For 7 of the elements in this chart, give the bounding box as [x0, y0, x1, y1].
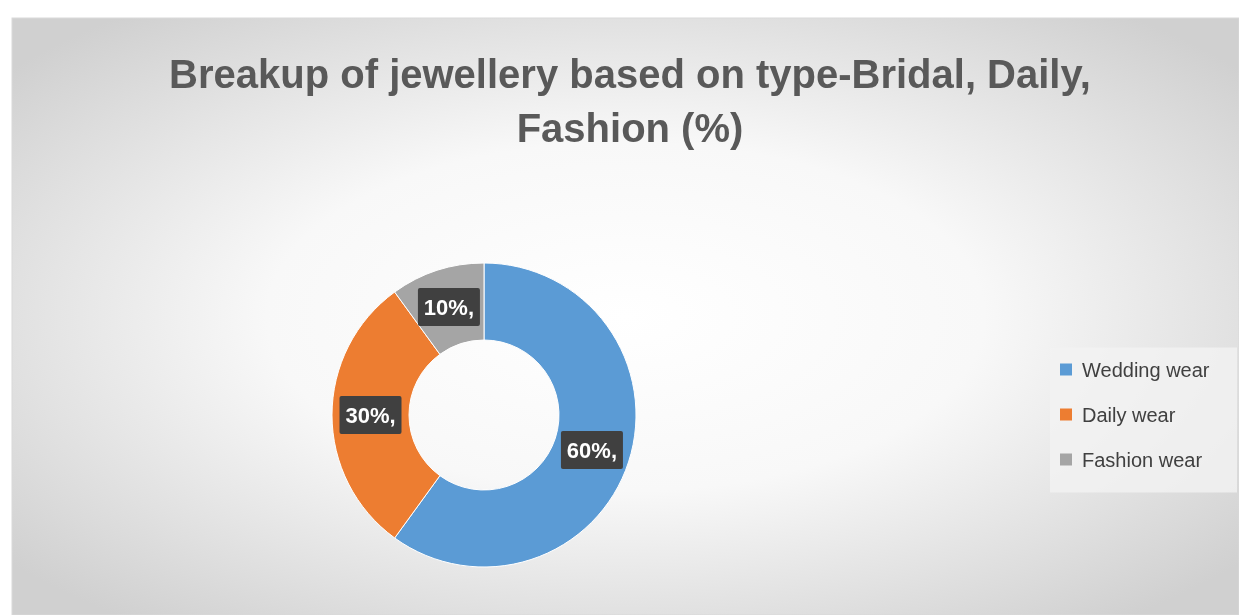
- legend-label: Daily wear: [1082, 403, 1176, 426]
- legend-label: Fashion wear: [1082, 448, 1203, 471]
- chart-title: Breakup of jewellery based on type-Bridal, Daily, Fashion (%): [169, 52, 1091, 150]
- data-label: 60%,: [566, 437, 618, 463]
- data-label: 10%,: [423, 294, 474, 320]
- legend-label: Wedding wear: [1082, 358, 1210, 381]
- data-label: 30%,: [345, 402, 396, 428]
